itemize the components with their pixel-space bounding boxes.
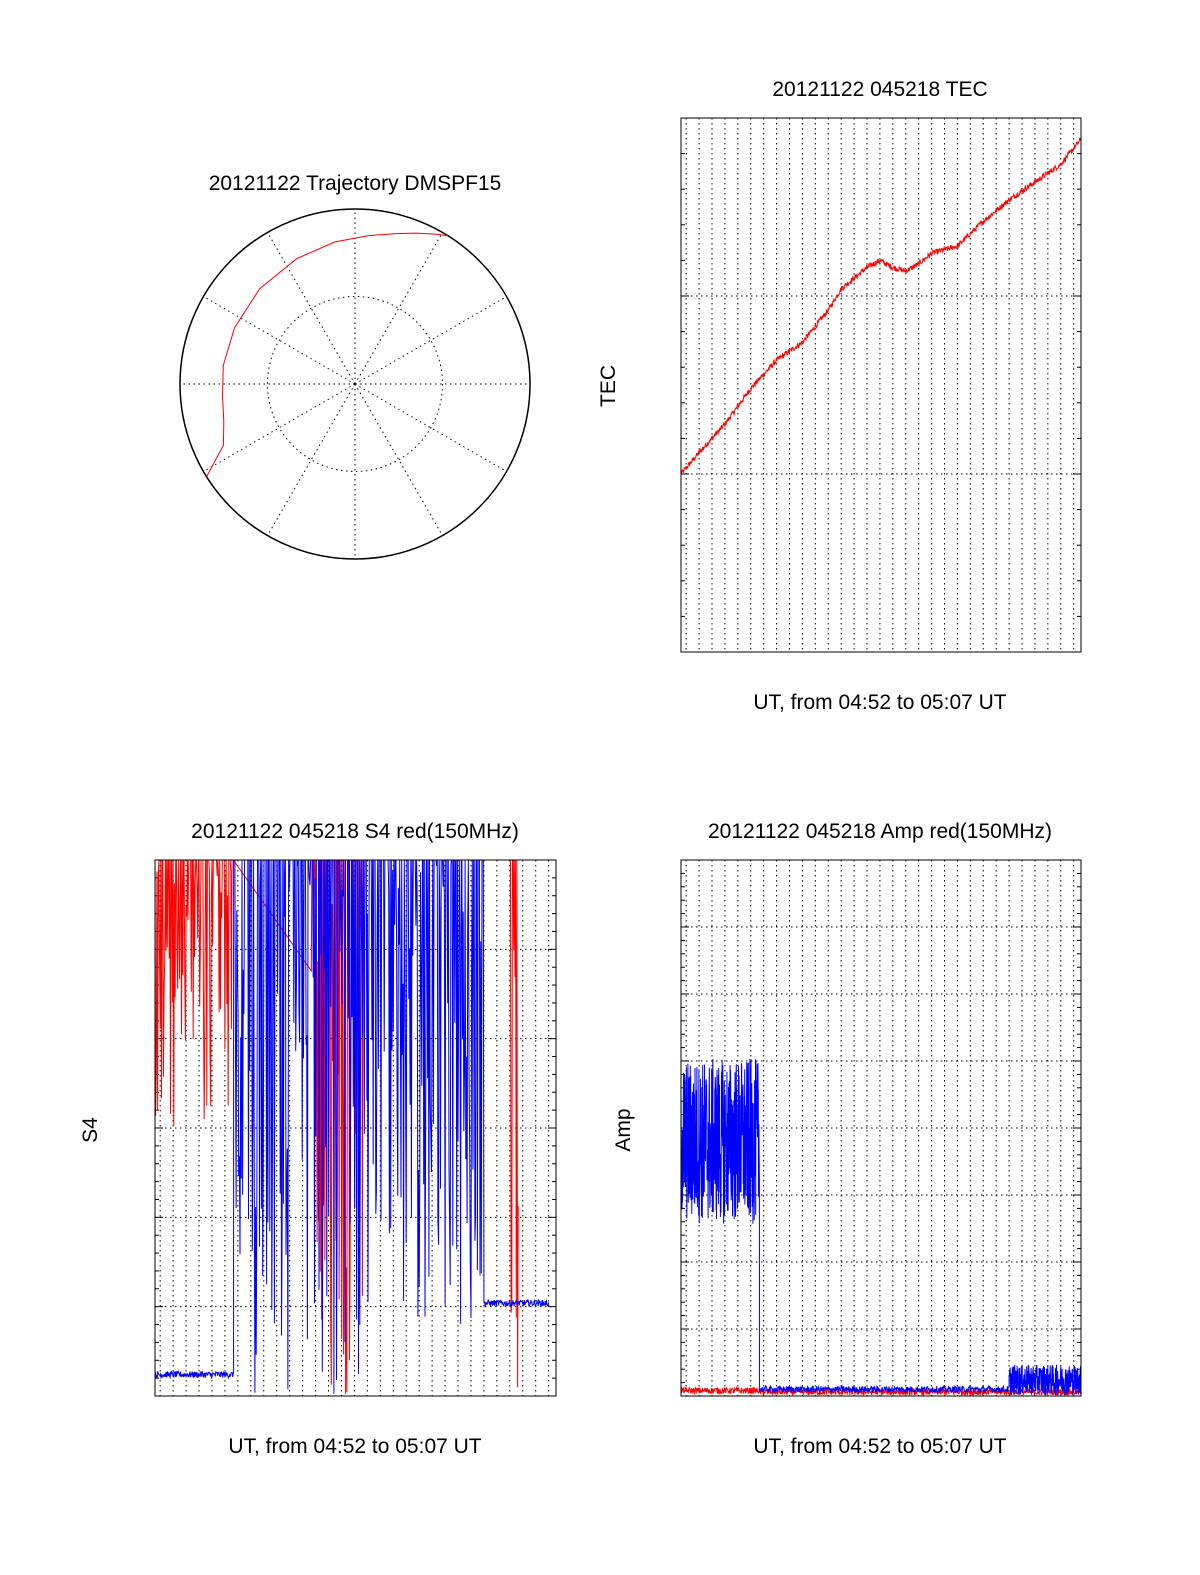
trajectory-title: 20121122 Trajectory DMSPF15 [209,172,502,195]
polar-outer-ring [179,208,531,560]
s4-chart: 20121122 045218 S4 red(150MHz) S4 UT, fr… [79,820,557,1458]
plot-frame [680,859,1082,1397]
polar-spoke [354,383,443,536]
tec-title: 20121122 045218 TEC [772,78,987,101]
s4-title: 20121122 045218 S4 red(150MHz) [191,820,519,843]
trajectory-line [206,232,448,477]
plot-frame [154,859,557,1397]
amp-chart: 20121122 045218 Amp red(150MHz) Amp UT, … [612,820,1082,1458]
s4-ylabel: S4 [79,1117,102,1143]
tec-ylabel: TEC [597,365,620,407]
polar-spoke [354,296,507,385]
data-layer [681,137,1081,475]
trajectory-polar-chart: 20121122 Trajectory DMSPF15 [179,172,531,560]
plot-frame [680,117,1082,653]
polar-spoke [203,383,356,472]
amp-ylabel: Amp [612,1108,635,1151]
data-layer [155,860,550,1395]
series-line-blue [681,1058,1081,1396]
series-line-blue [155,860,550,1394]
polar-spoke [267,383,356,536]
data-layer [681,1058,1081,1396]
s4-xlabel: UT, from 04:52 to 05:07 UT [228,1435,481,1458]
amp-title: 20121122 045218 Amp red(150MHz) [708,820,1052,843]
series-line-red [155,860,519,1395]
polar-ring-50 [267,296,443,472]
series-line-red [681,137,1081,475]
polar-spoke [354,232,443,385]
amp-xlabel: UT, from 04:52 to 05:07 UT [753,1435,1006,1458]
tec-chart: 20121122 045218 TEC TEC UT, from 04:52 t… [597,78,1082,714]
polar-spoke [354,383,507,472]
tec-xlabel: UT, from 04:52 to 05:07 UT [753,691,1006,714]
polar-spoke [267,232,356,385]
polar-spoke [203,296,356,385]
